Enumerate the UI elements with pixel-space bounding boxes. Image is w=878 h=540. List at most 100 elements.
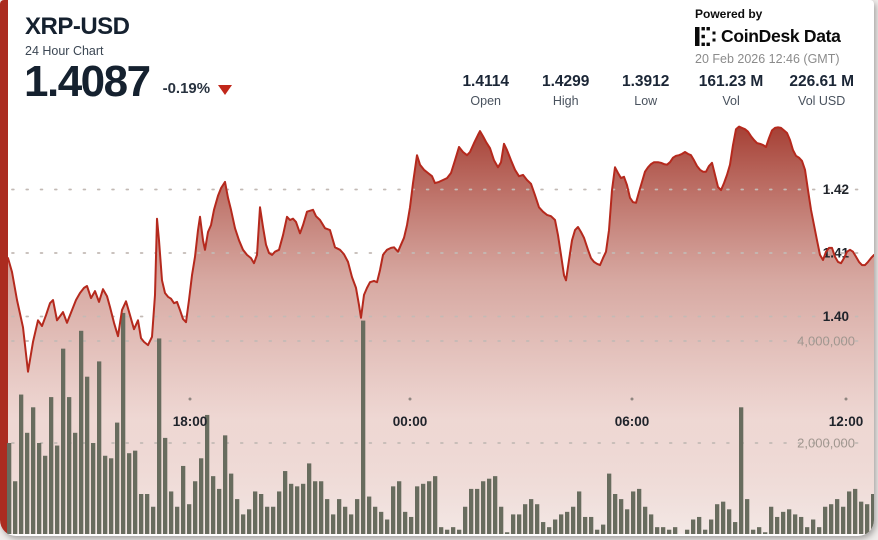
volume-bar: [697, 516, 702, 534]
volume-bar: [493, 476, 498, 534]
volume-bar: [229, 473, 234, 534]
symbol-title: XRP-USD: [25, 13, 130, 40]
volume-bar: [415, 486, 420, 534]
volume-bar: [541, 522, 546, 534]
price-tick-label: 1.42: [823, 182, 849, 197]
volume-bar: [445, 529, 450, 534]
widget-header: XRP-USD 24 Hour Chart: [25, 13, 130, 58]
volume-bar: [235, 499, 240, 534]
volume-bar: [589, 516, 594, 534]
volume-bar: [103, 455, 108, 534]
volume-bar: [439, 527, 444, 534]
volume-bar: [367, 496, 372, 534]
volume-bar: [25, 432, 30, 534]
price-area-fill: [8, 126, 874, 534]
volume-bar: [145, 494, 150, 534]
volume-bar: [463, 506, 468, 534]
volume-bar: [79, 330, 84, 534]
volume-bar: [181, 465, 186, 534]
volume-bar: [73, 432, 78, 534]
coindesk-brand-name: CoinDesk Data: [721, 26, 841, 46]
volume-bar: [871, 494, 874, 534]
volume-bar: [559, 514, 564, 534]
time-tick-dot: [844, 397, 848, 401]
volume-bar: [529, 499, 534, 534]
volume-bar: [787, 509, 792, 534]
volume-bar: [835, 499, 840, 534]
volume-bar: [43, 455, 48, 534]
volume-bar: [421, 483, 426, 534]
time-tick-label: 18:00: [173, 414, 208, 429]
volume-bar: [763, 532, 768, 534]
time-tick-label: 06:00: [615, 414, 650, 429]
volume-bar: [247, 509, 252, 534]
powered-by-label: Powered by: [695, 7, 763, 21]
volume-bar: [109, 458, 114, 534]
volume-bar: [853, 488, 858, 534]
stat-low-value: 1.3912: [622, 73, 670, 90]
volume-bar: [769, 506, 774, 534]
volume-bar: [397, 481, 402, 534]
volume-bar: [475, 488, 480, 534]
volume-bar: [685, 529, 690, 534]
volume-bar: [133, 450, 138, 534]
volume-bar: [19, 394, 24, 534]
stat-volume-label: Vol: [722, 94, 740, 108]
chart-timestamp: 20 Feb 2026 12:46 (GMT): [695, 52, 840, 66]
volume-tick-label: 2,000,000: [797, 436, 855, 451]
stat-high: 1.4299 High: [539, 73, 593, 108]
volume-bar: [715, 504, 720, 534]
time-tick-label: 12:00: [829, 414, 864, 429]
volume-bar: [733, 522, 738, 534]
volume-bar: [547, 527, 552, 534]
volume-bar: [31, 407, 36, 534]
volume-bar: [115, 422, 120, 534]
volume-bar: [361, 320, 366, 534]
price-change-percent: -0.19%: [162, 80, 211, 97]
time-tick-dot: [188, 397, 192, 401]
volume-bar: [313, 481, 318, 534]
volume-bar: [847, 491, 852, 534]
volume-bar: [253, 491, 258, 534]
volume-bar: [631, 491, 636, 534]
volume-bar: [61, 348, 66, 534]
price-line: [7, 125, 874, 373]
volume-bar: [187, 504, 192, 534]
volume-bar: [139, 494, 144, 534]
volume-bar: [655, 527, 660, 534]
stat-open-value: 1.4114: [462, 73, 509, 90]
stat-volume: 161.23 M Vol: [699, 73, 764, 108]
volume-bar: [805, 527, 810, 534]
current-price-row: 1.4087 -0.19%: [24, 60, 233, 104]
coindesk-logo-icon: [695, 27, 716, 46]
volume-bar: [823, 506, 828, 534]
volume-bar: [811, 519, 816, 534]
volume-bar: [583, 516, 588, 534]
volume-bar: [829, 504, 834, 534]
stat-low-label: Low: [634, 94, 658, 108]
coindesk-brand: CoinDesk Data: [695, 26, 841, 47]
volume-bar: [325, 499, 330, 534]
volume-bar: [373, 506, 378, 534]
stat-volume-usd-value: 226.61 M: [789, 73, 854, 90]
volume-bar: [751, 529, 756, 534]
accent-bar: [0, 0, 8, 536]
volume-bar: [55, 445, 60, 534]
volume-bar: [169, 491, 174, 534]
volume-bar: [661, 527, 666, 534]
volume-bar: [331, 514, 336, 534]
volume-bar: [121, 312, 126, 534]
stat-high-label: High: [552, 94, 579, 108]
volume-bar: [67, 397, 72, 534]
volume-bar: [553, 519, 558, 534]
volume-bar: [91, 443, 96, 534]
ohlc-stats-row: 1.4114 Open 1.4299 High 1.3912 Low 161.2…: [459, 73, 854, 108]
volume-bar: [283, 471, 288, 534]
powered-by-block: Powered by CoinDesk Data 20 Feb 2026 12:…: [695, 7, 841, 66]
volume-bar: [499, 506, 504, 534]
volume-bar: [289, 483, 294, 534]
volume-bar: [727, 509, 732, 534]
volume-bar: [673, 527, 678, 534]
